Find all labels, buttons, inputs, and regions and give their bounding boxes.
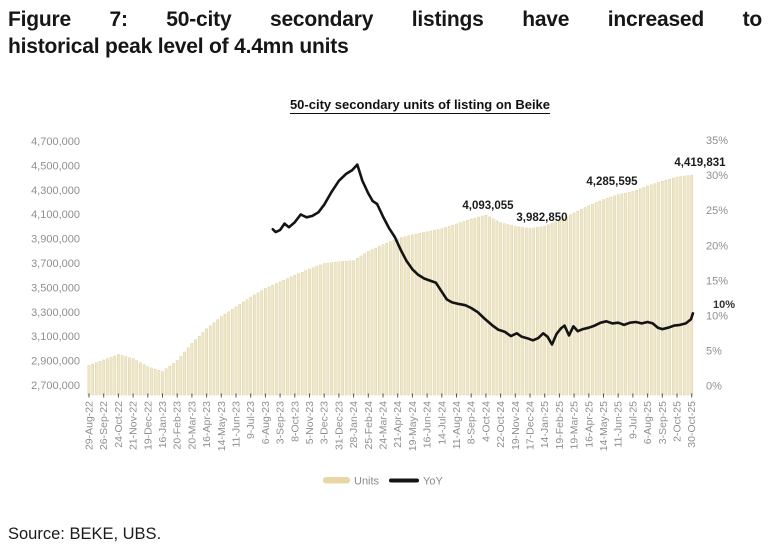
svg-text:4,700,000: 4,700,000 bbox=[31, 136, 80, 148]
svg-text:11-Jun-25: 11-Jun-25 bbox=[613, 401, 625, 448]
svg-text:2,700,000: 2,700,000 bbox=[31, 380, 80, 392]
x-axis-labels: 29-Aug-22 26-Sep-22 24-Oct-22 21-Nov-22 19-D… bbox=[84, 393, 698, 451]
data-label: 3,982,850 bbox=[516, 212, 567, 224]
svg-text:3,500,000: 3,500,000 bbox=[31, 282, 80, 294]
svg-text:30-Oct-25: 30-Oct-25 bbox=[686, 401, 698, 448]
svg-text:3-Dec-23: 3-Dec-23 bbox=[319, 401, 331, 444]
svg-text:35%: 35% bbox=[706, 135, 728, 147]
svg-text:4,300,000: 4,300,000 bbox=[31, 185, 80, 197]
svg-text:2,900,000: 2,900,000 bbox=[31, 356, 80, 368]
legend-yoy-label: YoY bbox=[423, 476, 443, 488]
svg-text:29-Aug-22: 29-Aug-22 bbox=[84, 401, 96, 450]
svg-text:3,700,000: 3,700,000 bbox=[31, 258, 80, 270]
data-label: 4,285,595 bbox=[586, 176, 638, 188]
svg-text:15%: 15% bbox=[706, 275, 728, 287]
svg-text:20-Feb-23: 20-Feb-23 bbox=[172, 401, 184, 450]
svg-text:14-May-25: 14-May-25 bbox=[598, 401, 610, 451]
source-note: Source: BEKE, UBS. bbox=[8, 525, 162, 543]
svg-text:4-Oct-24: 4-Oct-24 bbox=[480, 401, 492, 442]
figure-title-line2: historical peak level of 4.4mn units bbox=[8, 35, 349, 59]
svg-text:3-Sep-23: 3-Sep-23 bbox=[275, 401, 287, 444]
legend-units-swatch bbox=[323, 477, 350, 484]
svg-text:0%: 0% bbox=[706, 381, 722, 393]
svg-text:3-Sep-25: 3-Sep-25 bbox=[657, 401, 669, 444]
svg-text:21-Apr-24: 21-Apr-24 bbox=[392, 401, 404, 448]
svg-text:9-Jul-23: 9-Jul-23 bbox=[245, 401, 257, 439]
chart: 50-city secondary units of listing on Be… bbox=[0, 88, 770, 520]
svg-text:19-Dec-22: 19-Dec-22 bbox=[142, 401, 154, 450]
svg-text:14-Jul-24: 14-Jul-24 bbox=[436, 401, 448, 445]
svg-text:22-Oct-24: 22-Oct-24 bbox=[495, 401, 507, 448]
svg-text:5%: 5% bbox=[706, 346, 722, 358]
svg-text:14-May-23: 14-May-23 bbox=[216, 401, 228, 451]
figure-title-line1: Figure 7: 50-city secondary listings hav… bbox=[8, 8, 762, 31]
legend-yoy-swatch bbox=[389, 478, 419, 483]
svg-text:19-May-24: 19-May-24 bbox=[407, 401, 419, 451]
left-axis-labels: 4,700,000 4,500,000 4,300,000 4,100,000 3,90… bbox=[31, 136, 80, 392]
right-axis-labels: 35% 30% 25% 20% 15% 10% 5% 0% bbox=[706, 135, 728, 393]
svg-text:10%: 10% bbox=[706, 311, 728, 323]
svg-text:26-Sep-22: 26-Sep-22 bbox=[98, 401, 110, 450]
svg-text:50-city secondary units of lis: 50-city secondary units of listing on Be… bbox=[290, 97, 550, 112]
svg-text:25-Feb-24: 25-Feb-24 bbox=[363, 401, 375, 450]
svg-text:24-Mar-24: 24-Mar-24 bbox=[378, 401, 390, 450]
svg-text:8-Sep-24: 8-Sep-24 bbox=[466, 401, 478, 444]
figure-title: Figure 7: 50-city secondary listings hav… bbox=[8, 6, 762, 61]
svg-text:16-Apr-23: 16-Apr-23 bbox=[201, 401, 213, 448]
svg-text:19-Feb-25: 19-Feb-25 bbox=[554, 401, 566, 450]
svg-text:14-Jan-25: 14-Jan-25 bbox=[539, 401, 551, 448]
svg-text:16-Jun-24: 16-Jun-24 bbox=[422, 401, 434, 448]
svg-text:19-Nov-24: 19-Nov-24 bbox=[510, 401, 522, 450]
units-bars bbox=[87, 174, 694, 396]
legend-units-label: Units bbox=[354, 476, 380, 488]
svg-text:11-Jun-23: 11-Jun-23 bbox=[231, 401, 243, 448]
svg-text:28-Jan-24: 28-Jan-24 bbox=[348, 401, 360, 448]
svg-text:4,100,000: 4,100,000 bbox=[31, 209, 80, 221]
svg-text:2-Oct-25: 2-Oct-25 bbox=[672, 401, 684, 442]
svg-text:31-Dec-23: 31-Dec-23 bbox=[333, 401, 345, 450]
svg-text:11-Aug-24: 11-Aug-24 bbox=[451, 401, 463, 449]
svg-text:8-Oct-23: 8-Oct-23 bbox=[289, 401, 301, 442]
data-label: 4,093,055 bbox=[462, 200, 514, 212]
svg-text:17-Dec-24: 17-Dec-24 bbox=[525, 401, 537, 450]
svg-text:5-Nov-23: 5-Nov-23 bbox=[304, 401, 316, 444]
legend: Units YoY bbox=[323, 476, 443, 488]
svg-text:6-Aug-23: 6-Aug-23 bbox=[260, 401, 272, 444]
svg-text:21-Nov-22: 21-Nov-22 bbox=[128, 401, 140, 450]
svg-text:4,500,000: 4,500,000 bbox=[31, 160, 80, 172]
svg-text:9-Jul-25: 9-Jul-25 bbox=[627, 401, 639, 439]
svg-text:24-Oct-22: 24-Oct-22 bbox=[113, 401, 125, 448]
svg-text:3,100,000: 3,100,000 bbox=[31, 331, 80, 343]
svg-text:20%: 20% bbox=[706, 240, 728, 252]
svg-text:16-Apr-25: 16-Apr-25 bbox=[583, 401, 595, 448]
svg-text:16-Jan-23: 16-Jan-23 bbox=[157, 401, 169, 448]
svg-text:3,300,000: 3,300,000 bbox=[31, 307, 80, 319]
yoy-line bbox=[271, 163, 695, 346]
svg-text:3,900,000: 3,900,000 bbox=[31, 234, 80, 246]
line-end-label: 10% bbox=[713, 299, 735, 311]
data-label: 4,419,831 bbox=[674, 157, 726, 169]
svg-text:6-Aug-25: 6-Aug-25 bbox=[642, 401, 654, 444]
chart-title: 50-city secondary units of listing on Be… bbox=[289, 97, 551, 114]
svg-text:19-Mar-25: 19-Mar-25 bbox=[569, 401, 581, 450]
svg-text:30%: 30% bbox=[706, 170, 728, 182]
svg-text:20-Mar-23: 20-Mar-23 bbox=[186, 401, 198, 450]
chart-canvas: 50-city secondary units of listing on Be… bbox=[31, 97, 735, 488]
svg-text:25%: 25% bbox=[706, 205, 728, 217]
